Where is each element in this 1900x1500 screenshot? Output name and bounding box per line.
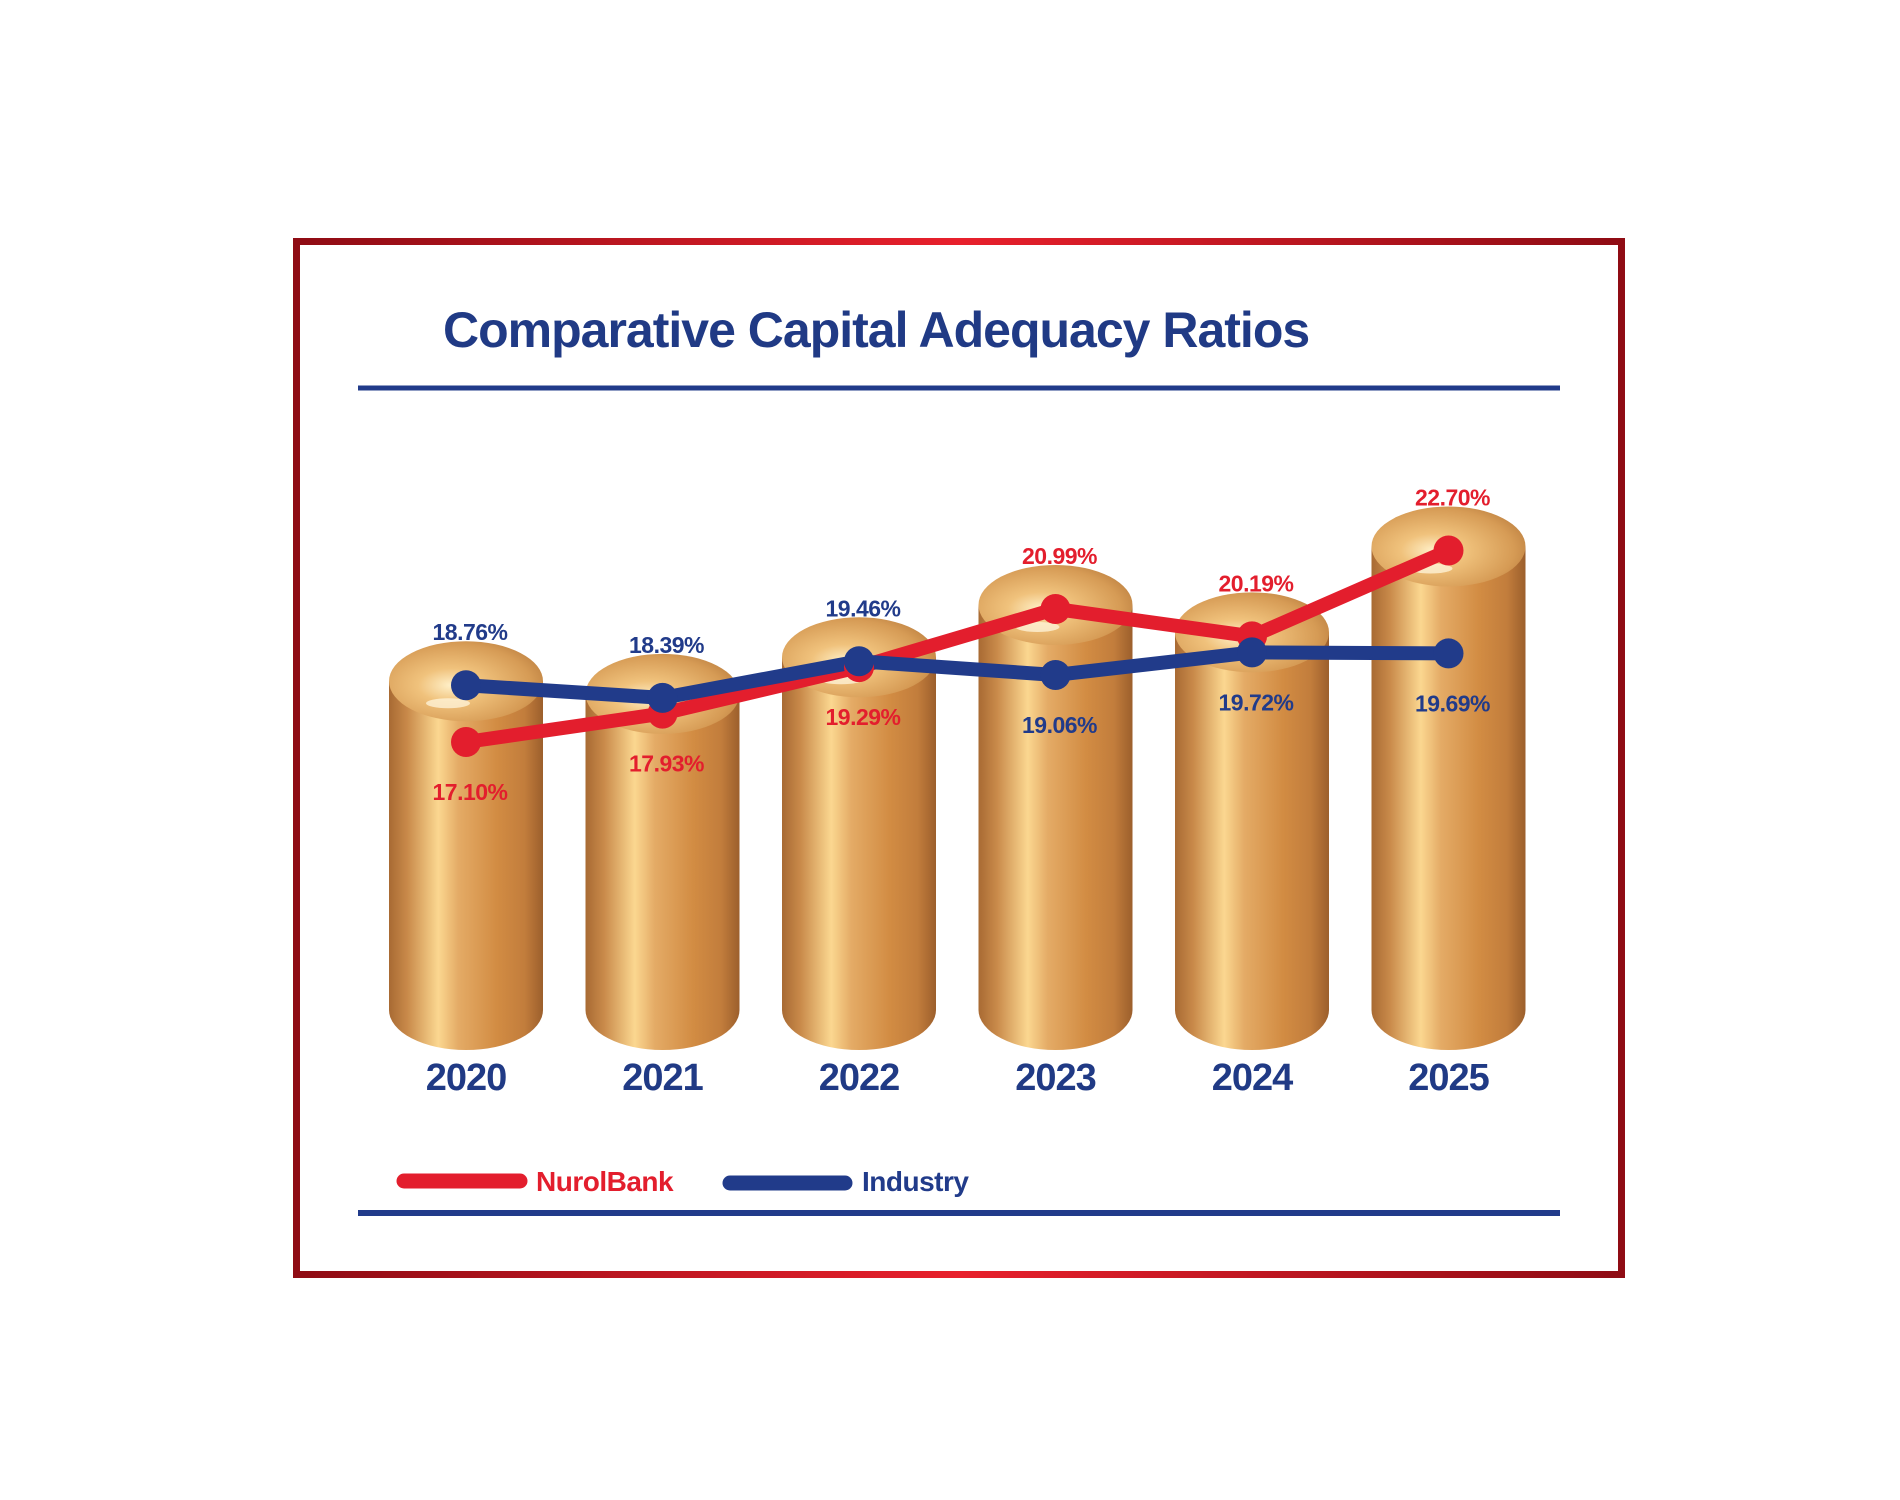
cylinder-body	[978, 604, 1133, 1050]
point-industry-2024	[1237, 637, 1267, 668]
series-lines	[459, 543, 1456, 749]
data-label-nurolbank-2022: 19.29%	[825, 704, 900, 730]
cylinder-body	[1175, 632, 1329, 1050]
cylinder-body	[585, 693, 740, 1050]
data-label-nurolbank-2023: 20.99%	[1022, 543, 1097, 569]
cylinder-group	[389, 506, 1526, 1050]
point-nurolbank-2023	[1040, 593, 1071, 624]
series-points	[451, 535, 1464, 757]
point-industry-2021	[647, 682, 678, 713]
cylinder-2025	[1371, 506, 1526, 1050]
tick-label-2021: 2021	[622, 1057, 703, 1099]
data-label-industry-2022: 19.46%	[825, 595, 900, 621]
data-label-industry-2023: 19.06%	[1022, 712, 1097, 738]
data-label-industry-2021: 18.39%	[629, 632, 704, 658]
cylinder-2020	[389, 641, 543, 1050]
data-label-nurolbank-2025: 22.70%	[1415, 484, 1490, 510]
tick-label-2020: 2020	[426, 1057, 507, 1099]
legend-label-industry: Industry	[862, 1166, 969, 1197]
tick-label-2022: 2022	[819, 1057, 900, 1099]
data-label-nurolbank-2020: 17.10%	[432, 779, 507, 805]
data-label-industry-2020: 18.76%	[432, 619, 507, 645]
cylinder-highlight	[426, 698, 470, 709]
value-labels: 17.10% 18.76% 17.93% 18.39% 19.29% 19.46% 20.9…	[432, 484, 1490, 805]
legend: NurolBank Industry	[396, 1166, 970, 1197]
data-label-nurolbank-2021: 17.93%	[629, 751, 704, 777]
chart-title: Comparative Capital Adequacy Ratios	[443, 302, 1309, 358]
series-line-industry	[459, 645, 1456, 705]
series-line-nurolbank	[459, 543, 1456, 749]
tick-label-2023: 2023	[1015, 1057, 1096, 1099]
data-label-industry-2024: 19.72%	[1218, 689, 1293, 715]
tick-label-2024: 2024	[1212, 1057, 1293, 1099]
point-industry-2025	[1433, 638, 1464, 669]
point-industry-2023	[1040, 659, 1071, 690]
data-label-industry-2025: 19.69%	[1415, 690, 1490, 716]
tick-label-2025: 2025	[1408, 1057, 1489, 1099]
point-nurolbank-2020	[451, 727, 481, 757]
data-label-nurolbank-2024: 20.19%	[1218, 570, 1293, 596]
point-nurolbank-2025	[1433, 535, 1464, 566]
cylinder-body	[782, 657, 936, 1050]
year-labels: 2020 2021 2022 2023 2024 2025	[426, 1057, 1491, 1099]
cylinder-body	[389, 681, 543, 1050]
point-industry-2020	[451, 670, 481, 701]
point-industry-2022	[844, 646, 874, 677]
cylinder-2023	[978, 564, 1133, 1050]
cylinder-body	[1371, 546, 1526, 1050]
legend-label-nurolbank: NurolBank	[536, 1166, 674, 1197]
